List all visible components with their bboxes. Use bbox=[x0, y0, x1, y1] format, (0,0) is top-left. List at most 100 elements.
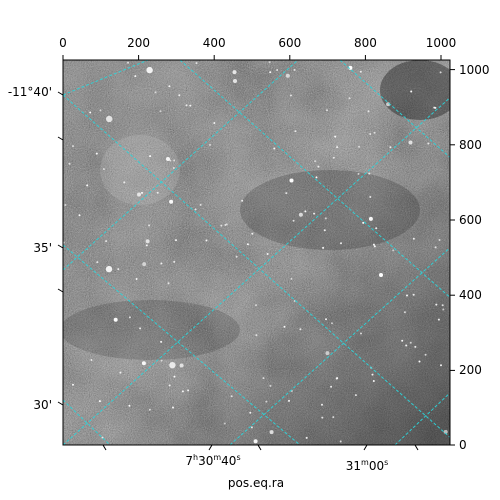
star-point bbox=[357, 172, 360, 175]
star-point bbox=[166, 157, 170, 161]
star-point bbox=[98, 400, 101, 403]
bottom-axis: 7h30m40s 31m00s pos.eq.ra bbox=[102, 444, 419, 490]
star-point bbox=[439, 71, 442, 74]
star-point bbox=[441, 304, 444, 307]
sky-image bbox=[63, 60, 450, 445]
star-point bbox=[332, 416, 335, 419]
star-point bbox=[99, 109, 102, 112]
star-point bbox=[137, 192, 141, 197]
star-point bbox=[276, 69, 279, 71]
star-point bbox=[360, 332, 362, 335]
right-tick-label: 800 bbox=[459, 138, 482, 152]
star-point bbox=[199, 203, 202, 206]
star-point bbox=[358, 145, 361, 148]
star-point bbox=[86, 184, 89, 187]
star-point bbox=[418, 360, 421, 363]
star-point bbox=[401, 339, 404, 342]
star-point bbox=[373, 131, 376, 134]
star-point bbox=[148, 224, 151, 227]
star-point bbox=[403, 311, 406, 314]
star-point bbox=[412, 237, 415, 240]
top-axis: 0 200 400 600 800 1000 bbox=[59, 36, 456, 60]
star-point bbox=[323, 229, 326, 232]
star-point bbox=[127, 61, 129, 64]
star-point bbox=[359, 70, 362, 73]
star-point bbox=[195, 62, 198, 65]
star-point bbox=[102, 168, 105, 171]
star-point bbox=[269, 71, 272, 74]
star-point bbox=[437, 318, 440, 321]
right-tick-label: 600 bbox=[459, 213, 482, 227]
top-tick-label: 800 bbox=[354, 36, 377, 50]
star-point bbox=[95, 152, 98, 155]
star-point bbox=[213, 122, 216, 124]
star-point bbox=[113, 317, 118, 322]
star-point bbox=[330, 385, 333, 388]
star-point bbox=[334, 135, 337, 138]
star-point bbox=[442, 308, 445, 311]
star-point bbox=[369, 133, 372, 135]
star-point bbox=[209, 143, 211, 146]
star-point bbox=[173, 260, 176, 263]
star-point bbox=[321, 403, 323, 406]
star-point bbox=[269, 384, 272, 387]
star-point bbox=[293, 68, 296, 71]
star-point bbox=[181, 390, 184, 393]
star-point bbox=[362, 221, 365, 224]
star-point bbox=[64, 204, 67, 206]
star-point bbox=[255, 304, 257, 307]
star-point bbox=[139, 327, 142, 330]
star-point bbox=[324, 217, 327, 220]
star-point bbox=[408, 140, 413, 145]
star-point bbox=[331, 322, 333, 325]
star-point bbox=[317, 165, 320, 168]
right-tick-label: 200 bbox=[459, 363, 482, 377]
star-point bbox=[145, 244, 148, 247]
star-point bbox=[265, 400, 268, 403]
star-point bbox=[169, 159, 172, 162]
star-point bbox=[68, 162, 71, 165]
star-point bbox=[336, 377, 339, 380]
star-point bbox=[368, 172, 371, 175]
star-point bbox=[160, 340, 163, 343]
star-point bbox=[90, 359, 93, 361]
star-point bbox=[389, 146, 392, 149]
star-point bbox=[117, 268, 120, 271]
star-point bbox=[233, 79, 237, 83]
star-point bbox=[405, 344, 408, 347]
star-point bbox=[314, 160, 317, 163]
right-tick-label: 1000 bbox=[459, 63, 490, 77]
star-point bbox=[285, 192, 288, 195]
star-point bbox=[168, 85, 171, 88]
star-point bbox=[268, 61, 271, 64]
star-point bbox=[332, 156, 335, 159]
star-point bbox=[232, 70, 237, 75]
star-point bbox=[223, 422, 226, 425]
star-point bbox=[178, 94, 181, 97]
star-point bbox=[433, 106, 436, 109]
star-point bbox=[173, 375, 176, 378]
star-point bbox=[299, 328, 302, 331]
star-point bbox=[145, 239, 150, 244]
top-tick-label: 400 bbox=[203, 36, 226, 50]
star-point bbox=[339, 440, 342, 443]
right-axis: 1000 800 600 400 200 0 bbox=[450, 63, 490, 452]
star-point bbox=[89, 111, 92, 114]
star-point bbox=[368, 216, 373, 221]
star-point bbox=[149, 155, 152, 158]
star-point bbox=[246, 243, 249, 246]
star-point bbox=[290, 94, 292, 97]
star-point bbox=[298, 212, 303, 217]
star-point bbox=[106, 115, 113, 123]
star-point bbox=[367, 110, 370, 113]
star-point bbox=[128, 316, 131, 319]
star-point bbox=[189, 104, 192, 107]
left-axis: -11°40' 35' 30' bbox=[8, 85, 64, 412]
star-point bbox=[269, 430, 274, 435]
x-axis-title: pos.eq.ra bbox=[228, 476, 284, 490]
star-point bbox=[440, 364, 442, 367]
top-tick-label: 1000 bbox=[426, 36, 457, 50]
star-point bbox=[250, 426, 253, 429]
star-point bbox=[148, 408, 151, 411]
star-point bbox=[253, 439, 258, 444]
